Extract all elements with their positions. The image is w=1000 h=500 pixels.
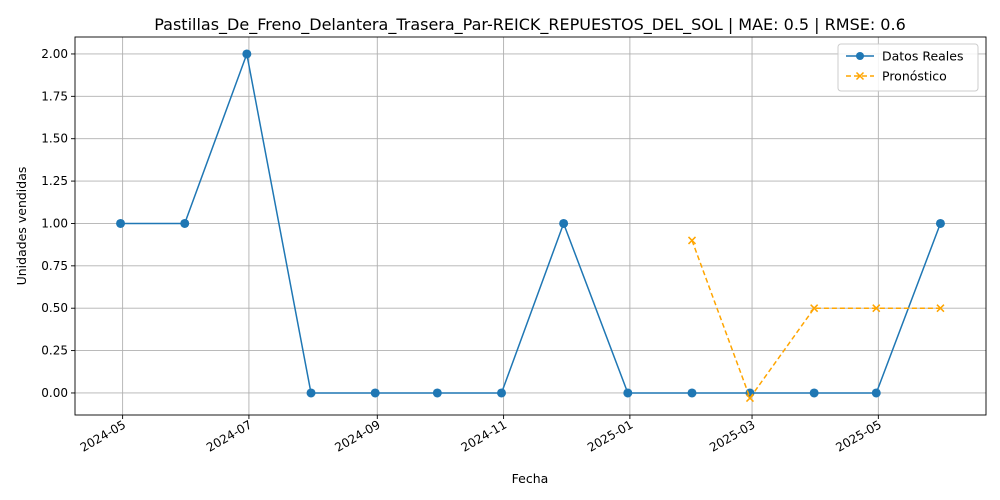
x-tick-label: 2024-05 — [78, 417, 128, 454]
legend-label-forecast: Pronóstico — [882, 69, 947, 84]
y-axis-label: Unidades vendidas — [14, 167, 29, 286]
y-tick-label: 1.25 — [41, 174, 68, 188]
data-point-real — [559, 218, 569, 228]
data-point-real — [180, 218, 190, 228]
legend-label-real: Datos Reales — [882, 49, 963, 64]
y-tick-label: 1.50 — [41, 132, 68, 146]
data-point-real — [432, 388, 442, 398]
x-axis-label: Fecha — [512, 471, 549, 486]
data-point-real — [745, 388, 755, 398]
data-point-real — [306, 388, 316, 398]
x-tick-label: 2024-11 — [459, 417, 509, 454]
y-tick-label: 1.00 — [41, 216, 68, 230]
data-point-real — [687, 388, 697, 398]
grid — [75, 37, 986, 415]
data-point-real — [871, 388, 881, 398]
series-line-real — [120, 51, 942, 394]
y-tick-label: 0.50 — [41, 301, 68, 315]
series-line-forecast — [691, 240, 941, 400]
plot-frame — [74, 36, 987, 416]
y-tick-label: 0.75 — [41, 259, 68, 273]
y-tick-label: 2.00 — [41, 47, 68, 61]
data-point-forecast — [936, 304, 945, 313]
chart-title: Pastillas_De_Freno_Delantera_Trasera_Par… — [154, 15, 906, 35]
data-point-real — [242, 49, 252, 59]
series-layer — [116, 49, 945, 403]
x-tick-label: 2025-05 — [833, 417, 883, 454]
x-tick-label: 2024-07 — [204, 417, 254, 454]
y-tick-label: 0.25 — [41, 344, 68, 358]
data-point-forecast — [872, 304, 881, 313]
legend-marker-real — [856, 52, 864, 60]
data-point-real — [370, 388, 380, 398]
x-tick-label: 2025-01 — [585, 417, 635, 454]
data-point-real — [116, 218, 126, 228]
legend: Datos Reales Pronóstico — [837, 43, 979, 92]
y-tick-label: 1.75 — [41, 89, 68, 103]
x-tick-label: 2024-09 — [332, 417, 382, 454]
data-point-forecast — [687, 236, 697, 245]
y-tick-label: 0.00 — [41, 386, 68, 400]
x-tick-label: 2025-03 — [707, 417, 757, 454]
data-point-real — [935, 218, 945, 228]
data-point-real — [497, 388, 507, 398]
data-point-real — [809, 388, 819, 398]
data-point-forecast — [745, 394, 754, 403]
legend-marker-forecast — [855, 71, 865, 81]
data-point-forecast — [810, 304, 819, 313]
data-point-real — [623, 388, 633, 398]
